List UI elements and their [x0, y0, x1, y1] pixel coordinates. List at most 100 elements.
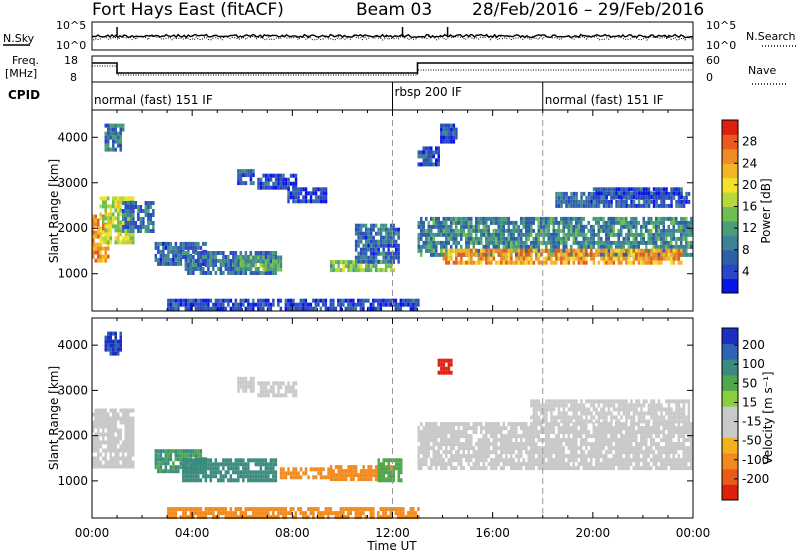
power-cell: [500, 256, 503, 261]
power-cell: [114, 147, 117, 152]
velocity-cell: [227, 478, 230, 483]
power-cell: [440, 252, 443, 257]
power-cell: [487, 216, 490, 221]
power-cell: [332, 264, 335, 269]
velocity-cell: [435, 422, 438, 427]
power-cell: [107, 236, 110, 241]
velocity-cell: [432, 462, 435, 467]
velocity-cell: [154, 465, 158, 470]
velocity-cell: [249, 470, 253, 475]
power-cell: [202, 259, 205, 263]
power-cell: [502, 248, 506, 253]
velocity-cell: [567, 462, 570, 467]
power-cell: [482, 256, 486, 261]
velocity-cell: [339, 469, 343, 474]
velocity-cell: [239, 384, 243, 389]
power-cell: [592, 216, 595, 221]
velocity-cell: [645, 442, 648, 447]
velocity-cell: [517, 442, 520, 447]
power-cell: [590, 244, 593, 249]
velocity-cell: [677, 446, 680, 451]
velocity-cell: [522, 442, 525, 447]
power-cell: [585, 252, 588, 257]
power-cell: [99, 242, 102, 247]
power-cell: [427, 220, 430, 225]
power-cell: [572, 260, 576, 265]
power-cell: [292, 199, 295, 204]
power-cell: [640, 256, 643, 261]
velocity-cell: [615, 426, 618, 431]
power-cell: [227, 267, 230, 271]
velocity-cell: [219, 462, 223, 467]
power-cell: [572, 224, 575, 229]
power-cell: [620, 240, 623, 245]
velocity-cell: [107, 416, 110, 421]
velocity-cell: [279, 381, 283, 386]
velocity-cell: [224, 470, 228, 475]
velocity-cell: [422, 450, 425, 455]
power-cell: [517, 244, 520, 249]
power-cell: [294, 302, 298, 307]
power-cell: [582, 191, 586, 196]
velocity-cell: [587, 434, 590, 439]
velocity-cell: [570, 419, 573, 424]
power-cell: [557, 248, 561, 253]
velocity-cell: [530, 426, 533, 431]
velocity-cell: [570, 426, 573, 431]
power-cell: [112, 200, 115, 205]
power-cell: [107, 212, 110, 217]
power-cell: [99, 236, 102, 241]
velocity-cell: [540, 446, 543, 451]
power-cell: [114, 139, 117, 144]
power-cell: [635, 203, 638, 208]
power-cell: [279, 177, 283, 182]
power-cell: [452, 139, 456, 144]
power-cell: [590, 236, 593, 241]
power-cell: [665, 248, 668, 253]
velocity-cell: [122, 408, 125, 413]
velocity-cell: [209, 458, 213, 463]
velocity-cell: [127, 436, 130, 441]
power-cell: [214, 298, 218, 303]
velocity-cell: [595, 450, 598, 455]
power-cell: [254, 302, 258, 307]
velocity-cell: [337, 477, 340, 482]
power-cell: [274, 255, 278, 259]
power-cell: [317, 187, 320, 192]
velocity-cell: [182, 474, 185, 479]
velocity-cell: [107, 331, 110, 336]
power-cell: [580, 203, 583, 208]
power-cell: [369, 239, 373, 244]
velocity-cell: [267, 466, 270, 471]
power-cell: [667, 256, 671, 261]
power-cell: [284, 177, 288, 182]
velocity-cell: [122, 412, 125, 417]
power-cell: [497, 260, 501, 265]
velocity-cell: [442, 462, 445, 467]
velocity-cell: [542, 403, 546, 408]
velocity-cell: [435, 458, 438, 463]
power-cell: [372, 306, 375, 311]
velocity-cell: [537, 399, 541, 404]
velocity-cell: [572, 446, 575, 451]
power-cell: [445, 256, 448, 261]
power-cell: [502, 224, 505, 229]
power-cell: [590, 248, 593, 253]
power-cell: [387, 231, 390, 236]
velocity-cell: [435, 450, 438, 455]
power-cell: [392, 239, 395, 244]
power-cell: [517, 224, 520, 229]
velocity-cell: [610, 442, 613, 447]
power-cell: [635, 224, 638, 229]
power-cell: [617, 195, 621, 200]
power-cell: [565, 256, 568, 261]
power-cell: [387, 251, 390, 256]
power-cell: [487, 252, 491, 257]
velocity-cell: [437, 362, 441, 367]
velocity-cell: [650, 446, 653, 451]
velocity-cell: [427, 442, 430, 447]
velocity-cell: [387, 478, 390, 483]
power-cell: [384, 227, 388, 232]
power-cell: [630, 191, 633, 196]
power-cell: [480, 220, 483, 225]
